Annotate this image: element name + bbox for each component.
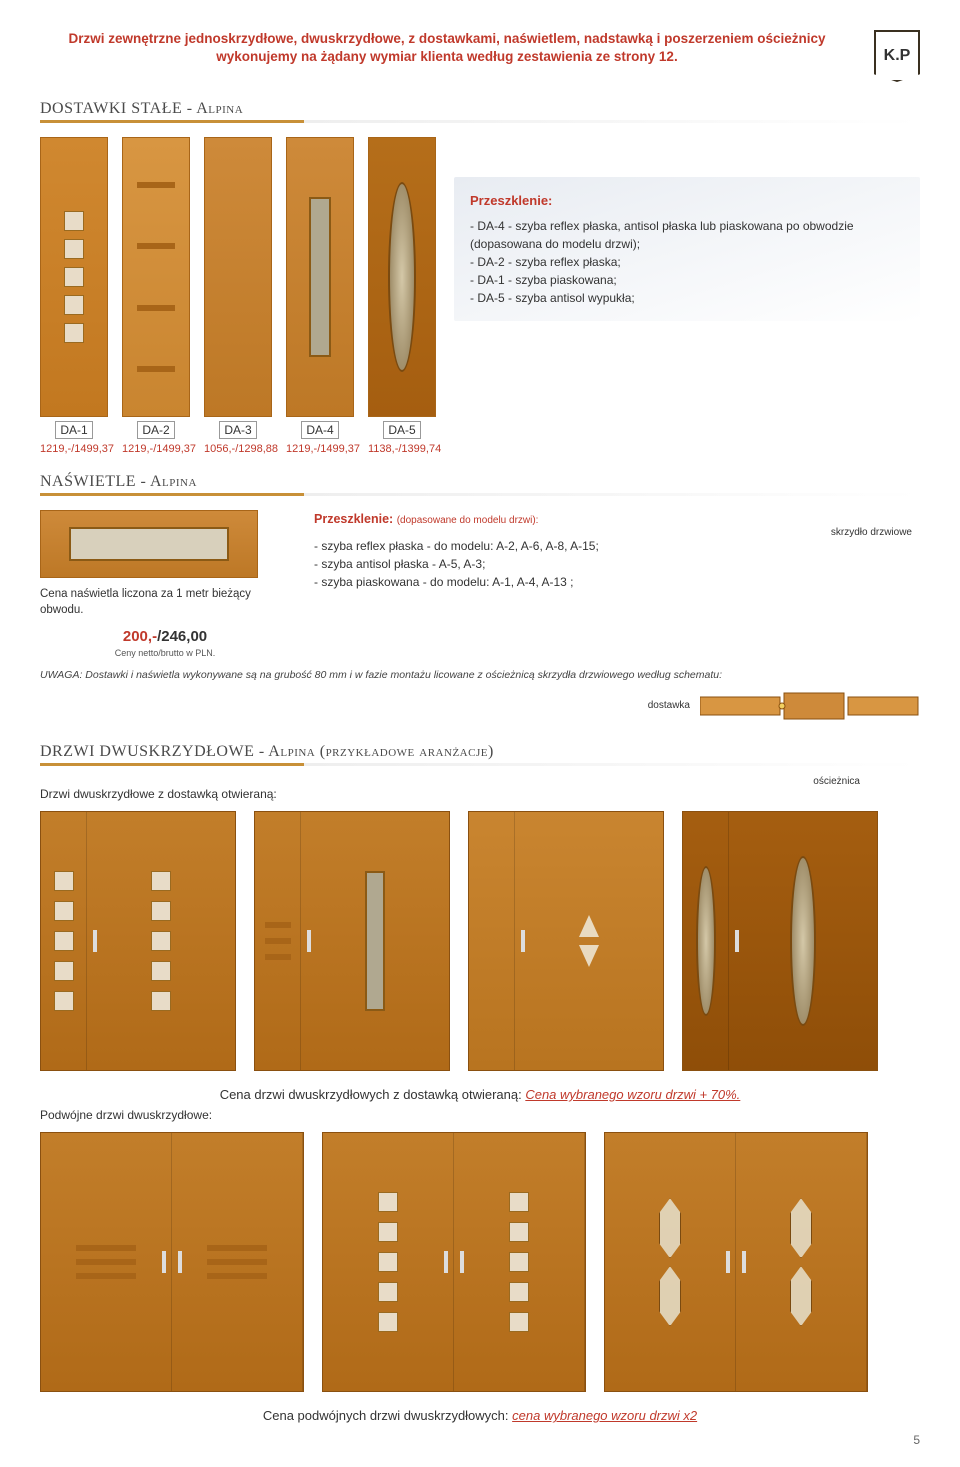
door-row2-3 — [604, 1132, 868, 1392]
naswietle-row: Cena naświetla liczona za 1 metr bieżący… — [40, 510, 920, 659]
glazing-item: - DA-4 - szyba reflex płaska, antisol pł… — [470, 217, 904, 253]
transom-image — [40, 510, 258, 578]
title-underline — [40, 763, 920, 766]
price-line-1: Cena drzwi dwuskrzydłowych z dostawką ot… — [40, 1087, 920, 1102]
price-link-2[interactable]: cena wybranego wzoru drzwi x2 — [512, 1408, 697, 1423]
door-row2-1 — [40, 1132, 304, 1392]
door-row1-2 — [254, 811, 450, 1071]
panel-labels-row: DA-1 1219,-/1499,37 DA-2 1219,-/1499,37 … — [40, 421, 920, 455]
glazing-box: Przeszklenie: - DA-4 - szyba reflex płas… — [454, 177, 920, 321]
title-underline — [40, 120, 920, 123]
glazing-heading: Przeszklenie: — [470, 191, 904, 211]
label-col: DA-4 1219,-/1499,37 — [286, 421, 354, 455]
price-label: 1056,-/1298,88 — [204, 443, 278, 455]
label-col: DA-5 1138,-/1399,74 — [368, 421, 436, 455]
model-label: DA-1 — [55, 421, 92, 439]
glazing-item: - DA-1 - szyba piaskowana; — [470, 271, 904, 289]
model-label: DA-5 — [383, 421, 420, 439]
glazing-item: - DA-2 - szyba reflex płaska; — [470, 253, 904, 271]
title-underline — [40, 493, 920, 496]
logo-badge: K.P — [874, 30, 920, 82]
price-label: 1219,-/1499,37 — [40, 443, 114, 455]
panel-da1 — [40, 137, 108, 417]
panel-da2 — [122, 137, 190, 417]
price-label: 1219,-/1499,37 — [122, 443, 196, 455]
dostawki-row: Przeszklenie: - DA-4 - szyba reflex płas… — [40, 137, 920, 417]
dostawka-label: dostawka — [648, 700, 690, 711]
naswietle-right: Przeszklenie: (dopasowane do modelu drzw… — [314, 510, 920, 540]
uwaga-note: UWAGA: Dostawki i naświetla wykonywane s… — [40, 669, 920, 681]
naswietle-price: 200,-/246,00 Ceny netto/brutto w PLN. — [40, 628, 290, 659]
header-text: Drzwi zewnętrzne jednoskrzydłowe, dwuskr… — [40, 30, 854, 66]
price-link-1[interactable]: Cena wybranego wzoru drzwi + 70%. — [525, 1087, 740, 1102]
row2-doors — [40, 1132, 920, 1392]
door-row2-2 — [322, 1132, 586, 1392]
panel-da4 — [286, 137, 354, 417]
glazing-item: - DA-5 - szyba antisol wypukła; — [470, 289, 904, 307]
model-label: DA-3 — [219, 421, 256, 439]
model-label: DA-4 — [301, 421, 338, 439]
label-col: DA-2 1219,-/1499,37 — [122, 421, 190, 455]
price-label: 1138,-/1399,74 — [368, 443, 441, 455]
naswietle-glazing-item: - szyba antisol płaska - A-5, A-3; — [314, 555, 920, 573]
sub2: Podwójne drzwi dwuskrzydłowe: — [40, 1108, 920, 1122]
price-label: 1219,-/1499,37 — [286, 443, 360, 455]
row1-doors — [40, 811, 920, 1071]
model-label: DA-2 — [137, 421, 174, 439]
door-row1-1 — [40, 811, 236, 1071]
naswietle-left: Cena naświetla liczona za 1 metr bieżący… — [40, 510, 290, 659]
door-row1-3 — [468, 811, 664, 1071]
section-title-dostawki: DOSTAWKI STAŁE - Alpina — [40, 100, 920, 118]
price-gross: /246,00 — [157, 628, 207, 645]
oscieznica-label: ościeżnica — [40, 776, 860, 787]
logo-text: K.P — [884, 47, 911, 65]
panel-da3 — [204, 137, 272, 417]
schematic-row: dostawka — [40, 685, 920, 725]
price-line-2: Cena podwójnych drzwi dwuskrzydłowych: c… — [40, 1408, 920, 1423]
profile-diagram — [700, 685, 920, 725]
page-header: Drzwi zewnętrzne jednoskrzydłowe, dwuskr… — [40, 30, 920, 82]
label-col: DA-1 1219,-/1499,37 — [40, 421, 108, 455]
naswietle-price-label: Cena naświetla liczona za 1 metr bieżący… — [40, 586, 290, 618]
naswietle-glazing-item: - szyba piaskowana - do modelu: A-1, A-4… — [314, 573, 920, 591]
section-title-dwuskrzydlowe: DRZWI DWUSKRZYDŁOWE - Alpina (przykładow… — [40, 743, 920, 761]
sub1: Drzwi dwuskrzydłowe z dostawką otwieraną… — [40, 787, 920, 801]
price-net: 200,- — [123, 628, 157, 645]
section-title-naswietle: NAŚWIETLE - Alpina — [40, 473, 920, 491]
price-note: Ceny netto/brutto w PLN. — [115, 648, 216, 658]
page-number: 5 — [40, 1433, 920, 1447]
panel-da5 — [368, 137, 436, 417]
label-col: DA-3 1056,-/1298,88 — [204, 421, 272, 455]
door-row1-4 — [682, 811, 878, 1071]
panel-group — [40, 137, 436, 417]
